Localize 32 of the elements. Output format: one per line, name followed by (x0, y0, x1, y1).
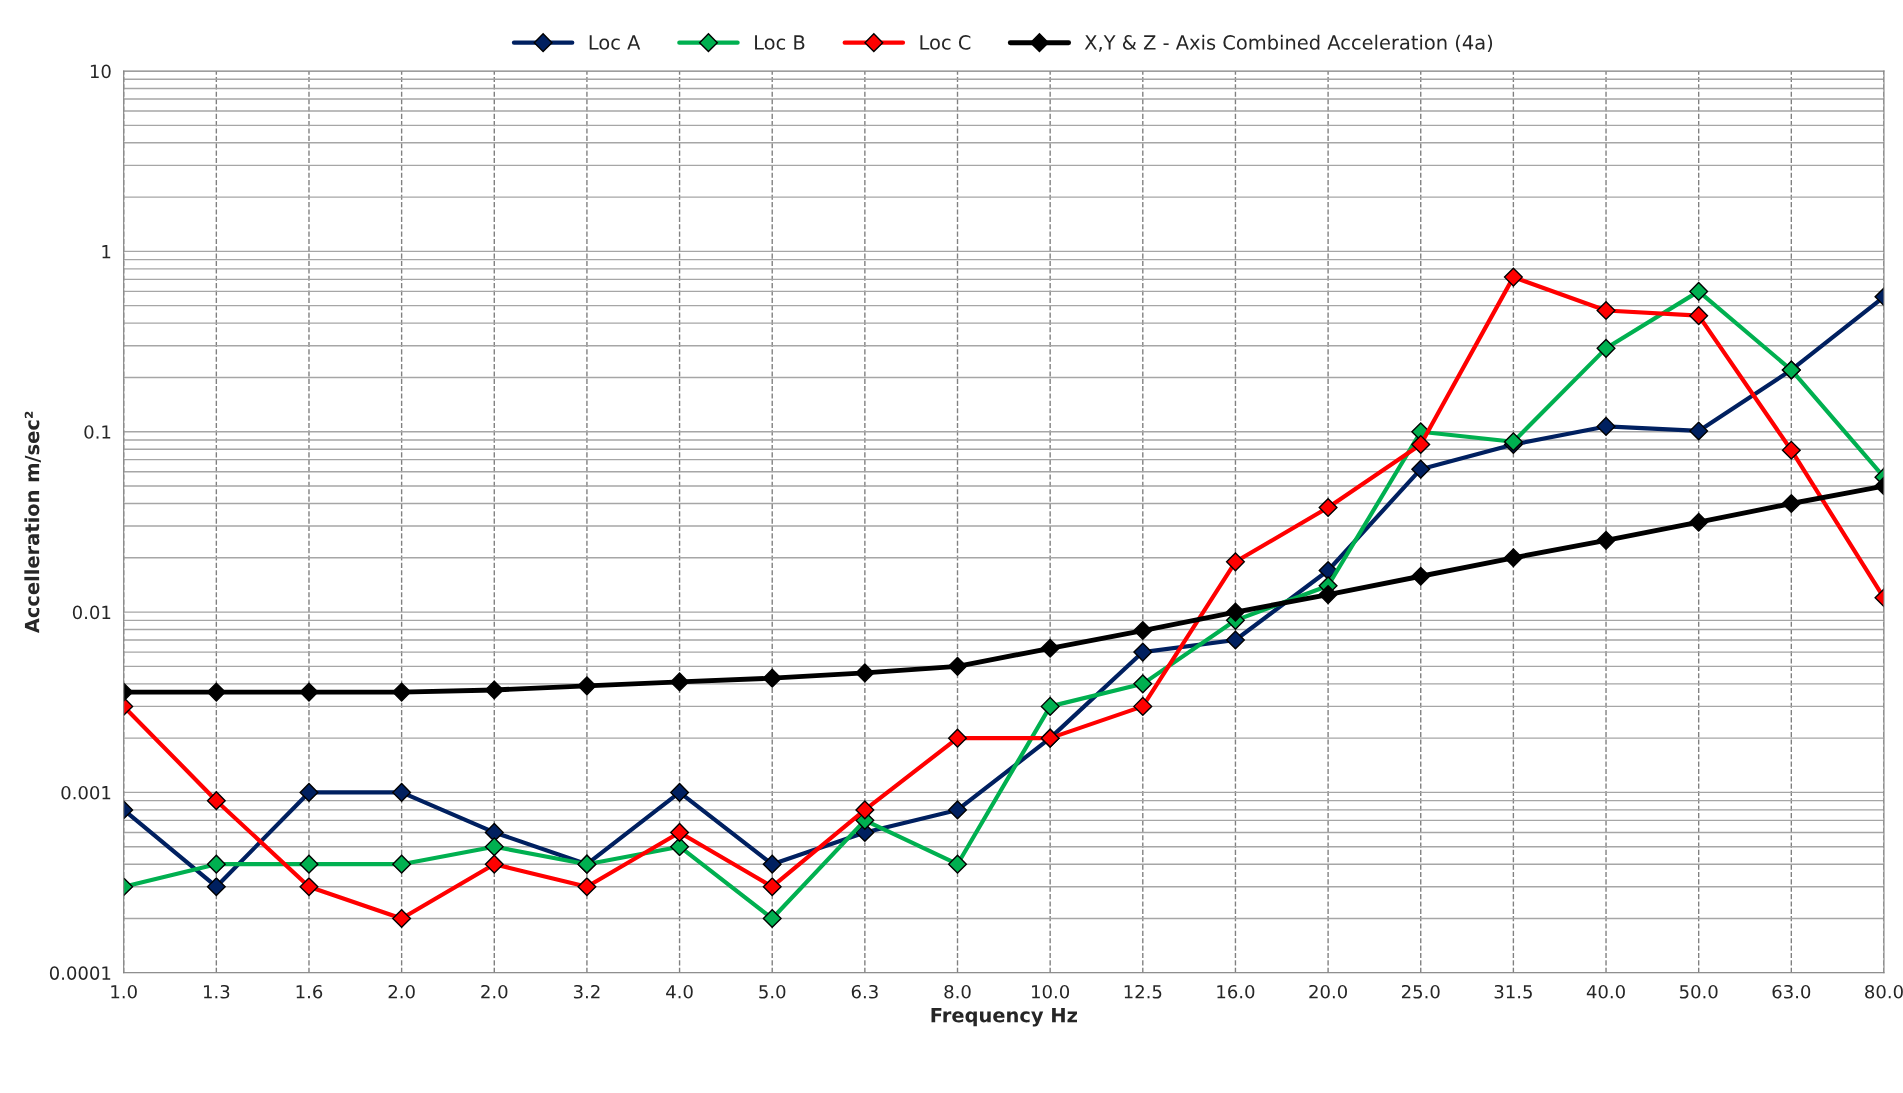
x-tick-label: 10.0 (1032, 984, 1070, 999)
y-tick-label: 0.1 (84, 425, 111, 439)
y-axis-title: Accelleration m/sec² (24, 411, 41, 634)
x-tick-label: 1.3 (203, 984, 230, 999)
x-tick-label: 25.0 (1401, 984, 1440, 999)
y-tick-label: 0.001 (61, 785, 111, 800)
x-tick-label: 12.5 (1124, 984, 1162, 999)
legend-label: X,Y & Z - Axis Combined Acceleration (4a) (1084, 34, 1493, 53)
x-tick-label: 6.3 (851, 984, 878, 999)
x-tick-label: 16.0 (1217, 984, 1255, 999)
x-tick-label: 1.6 (296, 984, 323, 999)
x-tick-label: 50.0 (1679, 984, 1718, 999)
x-tick-label: 63.0 (1772, 984, 1811, 999)
x-tick-label: 1.0 (111, 984, 137, 999)
x-tick-label: 8.0 (944, 984, 971, 999)
y-tick-label: 10 (90, 64, 111, 79)
x-tick-label: 4.0 (666, 984, 693, 999)
x-tick-label: 5.0 (759, 984, 786, 999)
x-tick-label: 2.0 (481, 984, 508, 999)
x-tick-label: 20.0 (1309, 984, 1347, 999)
y-tick-label: 0.0001 (49, 966, 111, 980)
x-tick-label: 3.2 (573, 984, 600, 999)
y-tick-label: 1 (102, 245, 111, 259)
legend-label: Loc B (755, 35, 805, 50)
legend-label: Loc A (589, 35, 641, 50)
x-tick-label: 31.5 (1494, 984, 1532, 999)
x-tick-label: 2.0 (388, 984, 415, 999)
y-tick-label: 0.01 (72, 605, 111, 620)
legend-label: Loc C (920, 35, 971, 50)
x-tick-label: 40.0 (1586, 984, 1625, 999)
x-axis-title: Frequency Hz (931, 1008, 1077, 1027)
x-tick-label: 80.0 (1865, 984, 1903, 999)
